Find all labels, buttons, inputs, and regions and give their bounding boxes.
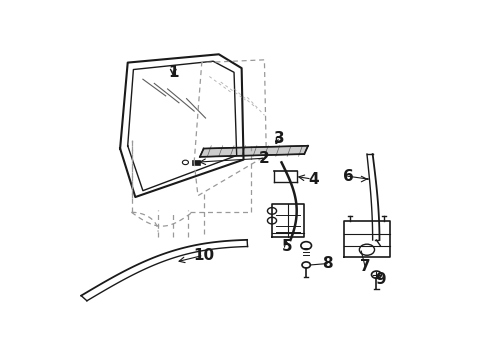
Text: 2: 2 — [259, 151, 270, 166]
Text: 7: 7 — [360, 259, 370, 274]
Circle shape — [268, 208, 276, 214]
Text: 4: 4 — [309, 171, 319, 186]
Circle shape — [268, 217, 276, 224]
Text: 6: 6 — [343, 169, 353, 184]
Text: 1: 1 — [168, 65, 178, 80]
Circle shape — [371, 271, 381, 278]
Text: 8: 8 — [322, 256, 332, 271]
Circle shape — [182, 160, 189, 165]
Text: 5: 5 — [282, 239, 293, 255]
Polygon shape — [200, 146, 308, 157]
Text: 3: 3 — [274, 131, 285, 146]
Circle shape — [301, 242, 312, 249]
Circle shape — [302, 262, 310, 268]
Text: 10: 10 — [193, 248, 214, 263]
Circle shape — [359, 244, 374, 255]
Bar — [192, 160, 200, 165]
Text: 9: 9 — [375, 272, 386, 287]
